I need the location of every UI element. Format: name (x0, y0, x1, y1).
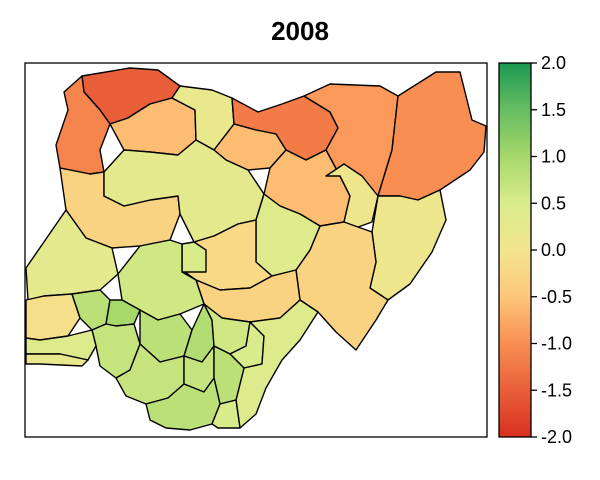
colorbar-tick-label: -1.5 (541, 380, 572, 400)
nigeria-states (25, 67, 487, 431)
map-panel (24, 62, 488, 438)
state-gombe (325, 163, 379, 231)
colorbar-tick-label: 1.5 (541, 100, 566, 120)
colorbar-tick-label: -1.0 (541, 334, 572, 354)
colorbar-tick-label: 0.5 (541, 193, 566, 213)
colorbar-tick-label: 0.0 (541, 240, 566, 260)
colorbar-tick-label: -2.0 (541, 427, 572, 447)
colorbar-tick-label: -0.5 (541, 287, 572, 307)
state-borno (377, 71, 487, 201)
colorbar-gradient (499, 63, 531, 437)
map-title: 2008 (271, 16, 329, 46)
state-adamawa (369, 189, 447, 301)
state-akwa-ibom (211, 399, 241, 429)
state-oyo (25, 293, 81, 341)
colorbar-tick-label: 2.0 (541, 53, 566, 73)
map-frame (24, 62, 488, 438)
state-cross-river (235, 299, 319, 429)
colorbar-tick-label: 1.0 (541, 147, 566, 167)
state-lagos (25, 353, 89, 367)
colorbar: 2.0 1.5 1.0 0.5 0.0 -0.5 -1.0 -1.5 -2.0 (498, 53, 572, 447)
